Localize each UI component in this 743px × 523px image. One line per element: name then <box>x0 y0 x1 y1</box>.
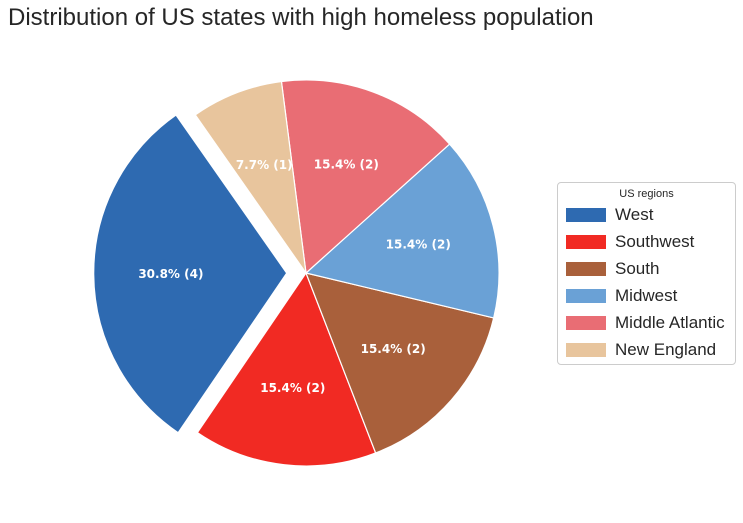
legend-swatch <box>566 235 606 249</box>
legend-label: West <box>615 205 654 224</box>
legend-swatch <box>566 316 606 330</box>
legend-swatch <box>566 262 606 276</box>
legend-label: New England <box>615 340 717 359</box>
legend-item: Southwest <box>566 231 694 253</box>
pie-slice-west <box>93 114 288 434</box>
slice-label-middle-atlantic: 15.4% (2) <box>314 157 379 171</box>
legend-label: Midwest <box>615 286 678 305</box>
pie-slice-middle-atlantic <box>280 79 451 275</box>
legend-item: South <box>566 258 659 280</box>
legend-item: Midwest <box>566 285 677 307</box>
slice-label-west: 30.8% (4) <box>138 267 203 281</box>
slice-label-midwest: 15.4% (2) <box>386 238 451 252</box>
slice-label-south: 15.4% (2) <box>361 342 426 356</box>
pie-slice-southwest <box>196 271 377 467</box>
legend-swatch <box>566 289 606 303</box>
legend-item: New England <box>566 339 716 361</box>
legend-label: South <box>615 259 660 278</box>
legend: US regions West Southwest South Midwest Midd… <box>557 182 736 365</box>
chart-title: Distribution of US states with high home… <box>8 4 594 31</box>
slice-label-new-england: 7.7% (1) <box>236 158 293 172</box>
legend-label: Southwest <box>615 232 695 251</box>
pie-slice-new-england <box>194 80 307 274</box>
legend-swatch <box>566 343 606 357</box>
pie-slice-south <box>305 272 495 454</box>
legend-swatch <box>566 208 606 222</box>
slice-label-southwest: 15.4% (2) <box>260 381 325 395</box>
legend-label: Middle Atlantic <box>615 313 725 332</box>
legend-item: Middle Atlantic <box>566 312 725 334</box>
pie-slice-midwest <box>304 143 500 319</box>
legend-title: US regions <box>619 188 674 200</box>
legend-item: West <box>566 204 653 226</box>
